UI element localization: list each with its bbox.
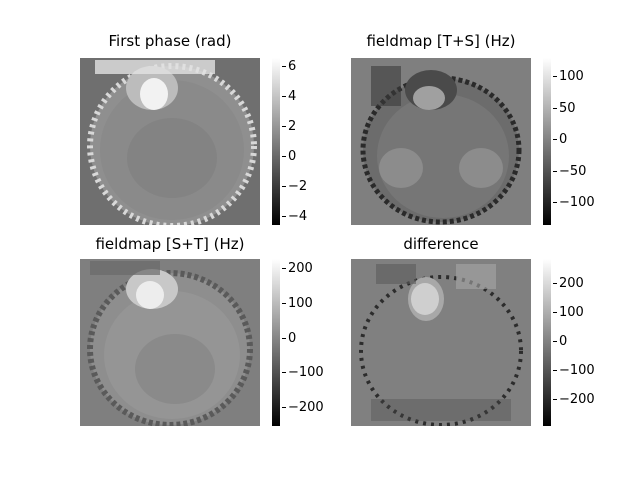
colorbar-tick-label: −50 — [552, 164, 587, 179]
colorbar-tick-label: −100 — [553, 195, 595, 210]
colorbar-tick-label: 50 — [553, 101, 576, 116]
colorbar-tick-label: 100 — [282, 296, 313, 311]
colorbar-tick-label: −100 — [282, 365, 324, 380]
colorbar-tick-label: 0 — [281, 149, 297, 164]
brain-slice-image — [80, 58, 260, 225]
colorbar-tick-label: 0 — [552, 334, 568, 349]
colorbar-tick-label: 200 — [553, 276, 584, 291]
colorbar — [272, 259, 280, 426]
panel-title: First phase (rad) — [108, 32, 232, 50]
colorbar-tick-label: 0 — [552, 132, 568, 147]
colorbar — [543, 259, 551, 426]
colorbar-tick-label: −2 — [281, 179, 308, 194]
brain-slice-image — [351, 259, 531, 426]
brain-slice-image — [351, 58, 531, 225]
panel-title: fieldmap [T+S] (Hz) — [366, 32, 516, 50]
colorbar-tick-label: −200 — [553, 392, 595, 407]
colorbar-tick-label: 100 — [553, 69, 584, 84]
colorbar-tick-label: 0 — [281, 331, 297, 346]
colorbar-tick-label: 100 — [553, 305, 584, 320]
colorbar-tick-label: 2 — [281, 119, 297, 134]
panel-title: difference — [403, 235, 479, 253]
colorbar-tick-label: −4 — [281, 209, 308, 224]
colorbar-tick-label: 4 — [281, 89, 297, 104]
colorbar-tick-label: −100 — [553, 363, 595, 378]
colorbar — [543, 58, 551, 225]
colorbar — [272, 58, 280, 225]
brain-slice-image — [80, 259, 260, 426]
colorbar-tick-label: −200 — [282, 400, 324, 415]
panel-title: fieldmap [S+T] (Hz) — [95, 235, 245, 253]
colorbar-tick-label: 6 — [281, 59, 297, 74]
colorbar-tick-label: 200 — [282, 261, 313, 276]
